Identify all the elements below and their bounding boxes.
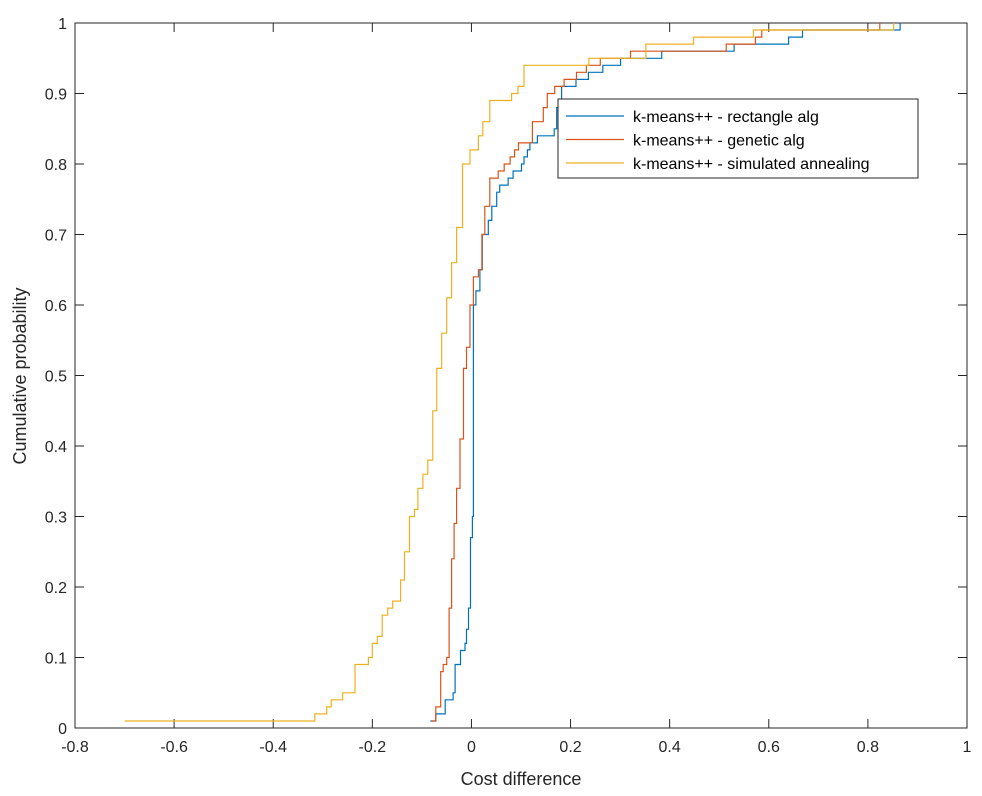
series-line-2 [431, 23, 881, 722]
y-tick-label: 0.6 [45, 298, 67, 315]
y-tick-label: 1 [58, 16, 67, 33]
y-tick-label: 0.3 [45, 510, 67, 527]
legend-box [557, 98, 919, 179]
y-tick-label: 0.8 [45, 157, 67, 174]
x-tick-label: 0.6 [758, 739, 780, 756]
x-axis-label: Cost difference [461, 769, 582, 789]
y-tick-label: 0.1 [45, 651, 67, 668]
legend-entry: k-means++ - simulated annealing [633, 156, 870, 173]
x-tick-label: 0.2 [559, 739, 581, 756]
y-tick-label: 0.5 [45, 369, 67, 386]
x-tick-label: -0.2 [359, 739, 387, 756]
x-tick-label: 1 [963, 739, 972, 756]
y-tick-label: 0.4 [45, 439, 67, 456]
series-group [124, 23, 901, 722]
x-tick-label: -0.4 [259, 739, 287, 756]
series-line-3 [124, 23, 895, 722]
x-tick-label: 0 [467, 739, 476, 756]
x-tick-label: 0.8 [857, 739, 879, 756]
x-tick-label: -0.6 [160, 739, 188, 756]
y-axis-label: Cumulative probability [10, 287, 30, 464]
x-tick-label: -0.8 [61, 739, 89, 756]
y-tick-label: 0.7 [45, 228, 67, 245]
series-line-1 [430, 23, 901, 722]
y-tick-label: 0.2 [45, 580, 67, 597]
legend: k-means++ - rectangle alg k-means++ - gen… [557, 98, 919, 179]
y-tick-label: 0 [58, 721, 67, 738]
legend-entry: k-means++ - genetic alg [633, 133, 805, 150]
legend-entry: k-means++ - rectangle alg [633, 109, 819, 126]
y-tick-label: 0.9 [45, 87, 67, 104]
x-tick-label: 0.4 [659, 739, 681, 756]
